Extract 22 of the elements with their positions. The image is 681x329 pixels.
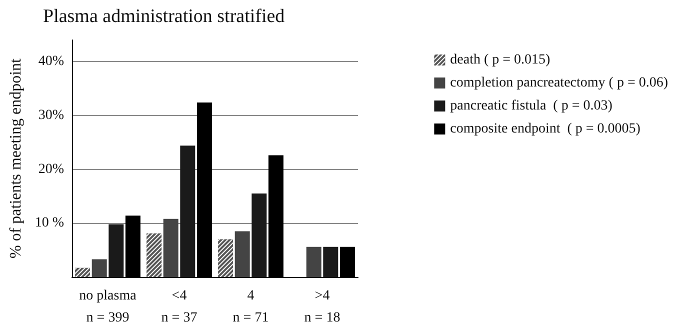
x-tick-label: no plasma n = 399 bbox=[79, 288, 138, 326]
chart-title: Plasma administration stratified bbox=[43, 6, 286, 27]
bar bbox=[252, 194, 267, 277]
y-tick-label: 20% bbox=[38, 162, 64, 177]
bar bbox=[234, 231, 250, 277]
x-tick-label: <4 n = 37 bbox=[161, 288, 198, 326]
bar bbox=[92, 259, 107, 277]
y-tick-label: 40% bbox=[38, 54, 64, 70]
bar bbox=[108, 224, 124, 277]
y-tick-label: 10 % bbox=[34, 216, 64, 231]
y-axis-title: % of patients meeting endpoint bbox=[8, 58, 24, 258]
bar bbox=[163, 218, 178, 277]
y-tick-label: 30% bbox=[38, 108, 64, 123]
x-tick-label: 4 n = 71 bbox=[232, 288, 269, 326]
legend-label: completion pancreatectomy ( p = 0.06) bbox=[450, 76, 668, 90]
legend-label: pancreatic fistula ( p = 0.03) bbox=[450, 98, 613, 114]
legend-label: death ( p = 0.015) bbox=[450, 52, 551, 68]
bar bbox=[306, 246, 322, 277]
bar bbox=[180, 146, 196, 277]
x-tick-label: >4 n = 18 bbox=[304, 288, 340, 326]
legend-label: composite endpoint ( p = 0.0005) bbox=[450, 122, 641, 136]
bar bbox=[323, 246, 338, 277]
